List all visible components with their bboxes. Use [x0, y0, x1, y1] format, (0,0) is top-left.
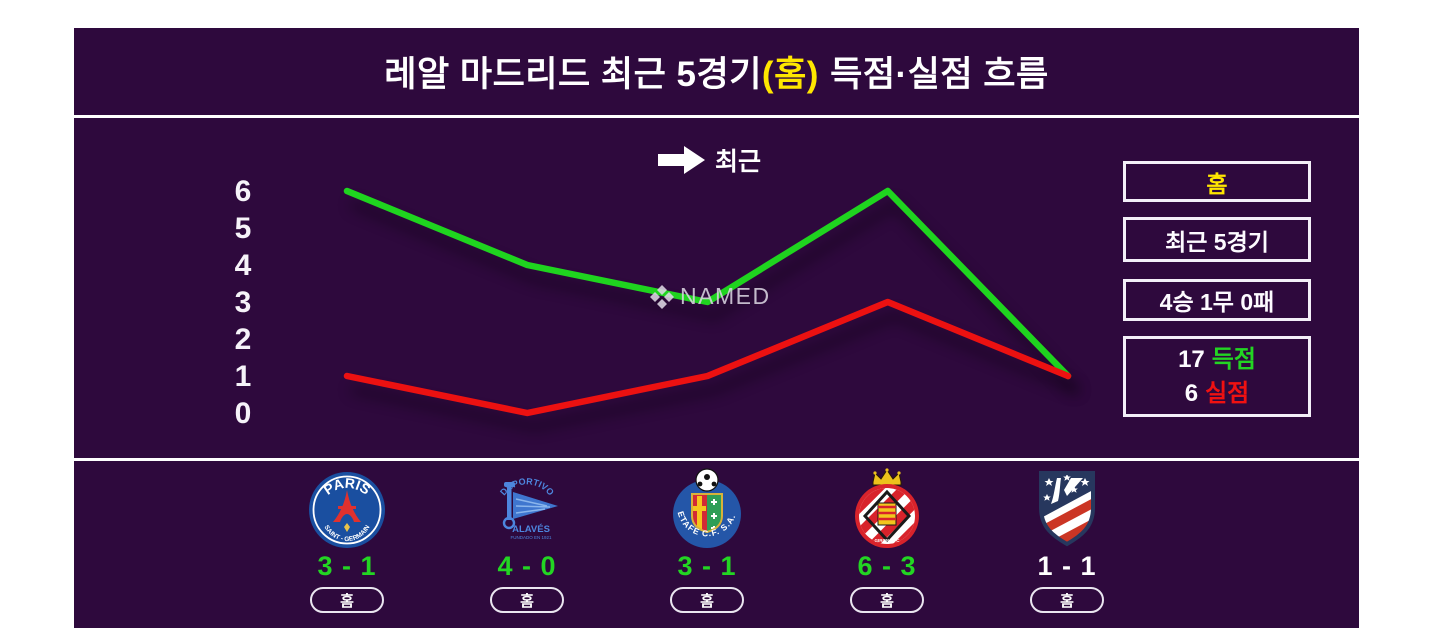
- match-item: 1 - 1 홈: [1002, 466, 1132, 613]
- venue-box: 홈: [1123, 161, 1311, 202]
- y-axis-tick: 0: [234, 397, 252, 430]
- match-score: 3 - 1: [317, 551, 377, 581]
- recent-label: 최근: [715, 148, 762, 176]
- alaves-logo: DEPORTIVO ALAVÉS FUNDADO EN 1921: [498, 476, 558, 540]
- venue-badge: 홈: [670, 587, 744, 613]
- match-item: PARIS SAINT - GERMAIN 3 - 1 홈: [282, 466, 412, 613]
- venue-badge: 홈: [490, 587, 564, 613]
- title-text: 레알 마드리드 최근 5경기: [384, 55, 762, 94]
- venue-badge: 홈: [850, 587, 924, 613]
- goals-summary-box: 17 득점 6 실점: [1123, 336, 1311, 417]
- goals-for-label: 득점: [1211, 345, 1256, 373]
- match-score: 3 - 1: [677, 551, 737, 581]
- venue-badge: 홈: [1030, 587, 1104, 613]
- range-box: 최근 5경기: [1123, 217, 1311, 262]
- girona-logo: GIRONA FC: [855, 468, 919, 548]
- goals-for-row: 17 득점: [1178, 343, 1256, 377]
- page-title: 레알 마드리드 최근 5경기(홈) 득점·실점 흐름: [384, 46, 1048, 97]
- watermark-text: NAMED: [680, 283, 771, 309]
- y-axis-tick: 1: [234, 360, 252, 393]
- svg-text:PARIS: PARIS: [320, 475, 373, 498]
- match-score: 6 - 3: [857, 551, 917, 581]
- y-axis-tick: 3: [234, 286, 252, 319]
- match-item: DEPORTIVO ALAVÉS FUNDADO EN 1921 4 - 0 홈: [462, 466, 592, 613]
- y-axis-tick: 4: [234, 249, 252, 282]
- goals-against-value: 6: [1184, 379, 1199, 407]
- right-arrow-icon: [658, 146, 705, 174]
- alaves-name-text: ALAVÉS: [512, 524, 550, 535]
- y-axis-tick: 2: [234, 323, 252, 356]
- title-bar: 레알 마드리드 최근 5경기(홈) 득점·실점 흐름: [74, 28, 1359, 118]
- y-axis-tick: 5: [234, 212, 252, 245]
- match-score: 1 - 1: [1037, 551, 1097, 581]
- title-venue-highlight: (홈): [761, 55, 819, 94]
- record-box: 4승 1무 0패: [1123, 279, 1311, 321]
- stat-card: 레알 마드리드 최근 5경기(홈) 득점·실점 흐름 6 5 4 3 2 1 0 …: [74, 28, 1359, 628]
- venue-badge: 홈: [310, 587, 384, 613]
- getafe-logo: GETAFE C.F. S.A.D.: [667, 466, 741, 548]
- psg-top-text: PARIS: [320, 475, 373, 498]
- goals-against-row: 6 실점: [1185, 377, 1250, 411]
- goals-against-line: [343, 298, 1072, 417]
- match-score: 4 - 0: [497, 551, 557, 581]
- section-divider: [74, 458, 1359, 461]
- match-item: GIRONA FC 6 - 3 홈: [822, 466, 952, 613]
- alaves-founded-text: FUNDADO EN 1921: [510, 535, 552, 540]
- y-axis-tick: 6: [234, 175, 252, 208]
- title-text-2: 득점·실점 흐름: [830, 55, 1049, 94]
- recent-indicator: 최근: [658, 142, 761, 178]
- match-item: GETAFE C.F. S.A.D. 3 - 1 홈: [642, 466, 772, 613]
- atletico-logo: [1039, 471, 1095, 547]
- named-watermark: NAMED: [650, 283, 771, 310]
- goals-against-label: 실점: [1205, 379, 1250, 407]
- girona-name-text: GIRONA FC: [874, 538, 900, 543]
- named-diamonds-icon: [650, 284, 674, 309]
- goals-for-value: 17: [1178, 345, 1205, 373]
- psg-logo: PARIS SAINT - GERMAIN: [309, 472, 385, 548]
